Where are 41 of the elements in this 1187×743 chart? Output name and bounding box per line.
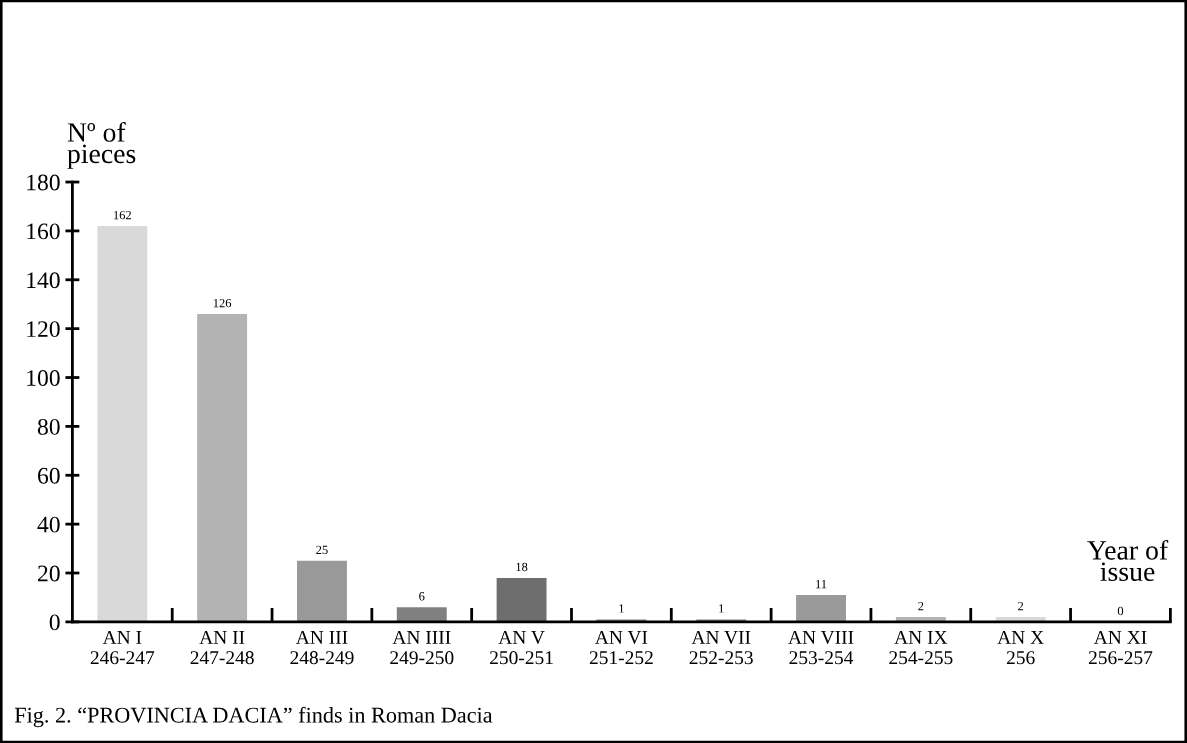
y-tick-label: 120 <box>27 321 60 338</box>
x-tick-label: AN IIII 249-250 <box>390 630 454 665</box>
x-axis-title: Year of issue <box>1087 539 1169 582</box>
data-label: 1 <box>719 604 724 613</box>
data-label: 2 <box>918 601 924 611</box>
data-label: 162 <box>114 210 131 220</box>
x-tick-label: AN IX 254-255 <box>889 630 953 665</box>
x-tick-label: AN III 248-249 <box>290 630 354 665</box>
bar <box>796 595 846 622</box>
x-tick-label: AN II 247-248 <box>190 630 254 665</box>
x-tick-label: AN V 250-251 <box>490 630 553 665</box>
caption: Fig. 2. “PROVINCIA DACIA” finds in Roman Dacia <box>14 706 493 728</box>
y-tick-label: 20 <box>38 565 60 582</box>
data-label: 11 <box>816 579 827 589</box>
bar <box>296 560 347 622</box>
y-tick-label: 180 <box>27 174 60 191</box>
y-tick-label: 160 <box>27 223 60 240</box>
data-label: 18 <box>516 562 528 572</box>
x-tick-label: AN I 246-247 <box>90 630 155 665</box>
x-tick-label: AN VIII 253-254 <box>788 630 854 665</box>
y-tick-label: 40 <box>37 516 60 533</box>
y-axis-title: Nº of pieces <box>67 122 136 169</box>
x-tick-label: AN XI 256-257 <box>1088 630 1153 665</box>
data-label: 1 <box>619 604 624 613</box>
x-tick-label: AN VII 252-253 <box>689 630 753 665</box>
y-tick-label: 100 <box>27 370 60 386</box>
y-tick-label: 80 <box>37 418 60 435</box>
y-tick-label: 140 <box>27 272 60 289</box>
data-label: 6 <box>419 592 425 601</box>
bar <box>197 313 248 622</box>
bar <box>396 607 447 622</box>
data-label: 2 <box>1018 601 1024 611</box>
y-tick-label: 60 <box>38 467 60 484</box>
data-label: 126 <box>213 298 232 308</box>
x-tick-label: AN X 256 <box>997 630 1044 665</box>
data-label: 25 <box>316 545 328 555</box>
x-tick-label: AN VI 251-252 <box>589 630 653 665</box>
data-label: 0 <box>1117 606 1124 616</box>
bar <box>97 226 148 622</box>
y-tick-label: 0 <box>49 614 60 631</box>
bar <box>496 577 547 622</box>
